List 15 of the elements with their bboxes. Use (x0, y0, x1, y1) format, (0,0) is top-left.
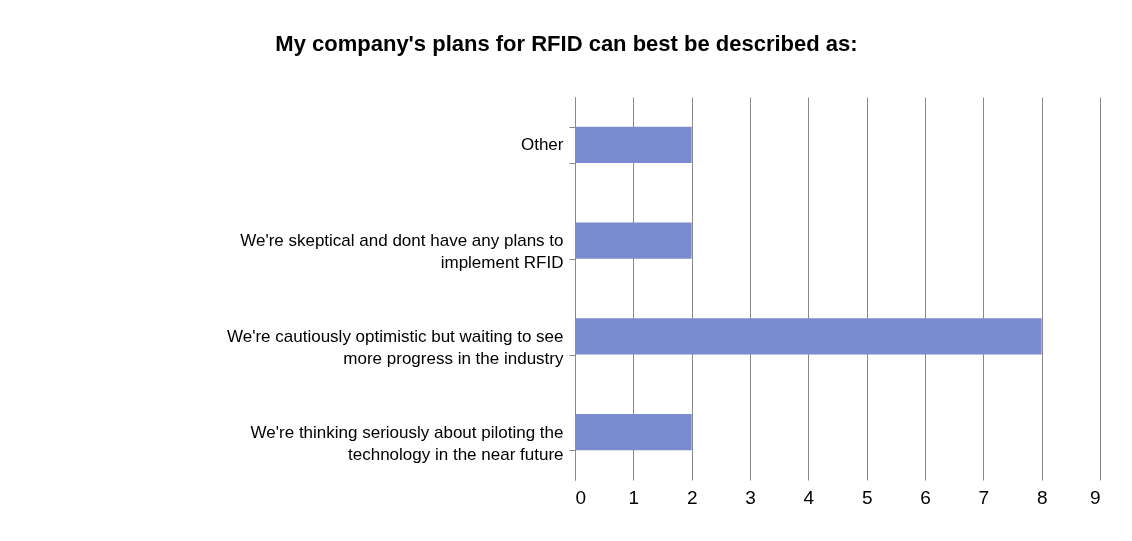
y-tick-label: Other (520, 135, 564, 155)
y-tick-label: We're cautiously optimistic but waiting to see more progress in the industry (227, 326, 564, 368)
x-tick-label: 7 (978, 486, 990, 508)
x-tick-label: 5 (861, 486, 873, 508)
x-tick-label: 8 (1036, 486, 1048, 508)
x-tick-label: 3 (745, 486, 756, 508)
x-tick-label: 0 (575, 486, 587, 508)
chart-title: My company's plans for RFID can best be described as: (275, 31, 858, 56)
x-tick-label: 4 (803, 486, 815, 508)
x-tick-label: 9 (1089, 486, 1101, 508)
x-tick-label: 2 (686, 486, 698, 508)
x-tick-label: 6 (920, 486, 931, 508)
y-tick-label: We're thinking seriously about piloting the technology in the near future (250, 422, 564, 464)
x-tick-label: 1 (628, 486, 640, 508)
y-tick-label: We're skeptical and dont have any plans to implement RFID (240, 231, 564, 273)
